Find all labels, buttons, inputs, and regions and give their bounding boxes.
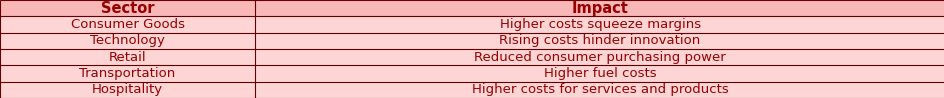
Bar	[0, 0, 255, 16]
Bar	[0, 16, 255, 33]
Text: Higher costs for services and products: Higher costs for services and products	[471, 83, 728, 96]
Text: Rising costs hinder innovation: Rising costs hinder innovation	[499, 34, 700, 47]
Text: Higher fuel costs: Higher fuel costs	[543, 67, 656, 80]
Text: Retail: Retail	[109, 51, 146, 64]
Bar	[0, 33, 255, 49]
Bar	[255, 16, 944, 33]
Text: Consumer Goods: Consumer Goods	[71, 18, 184, 31]
Bar	[255, 82, 944, 98]
Text: Transportation: Transportation	[79, 67, 176, 80]
Bar	[255, 49, 944, 65]
Text: Impact: Impact	[571, 1, 628, 16]
Bar	[255, 33, 944, 49]
Bar	[0, 65, 255, 82]
Text: Technology: Technology	[90, 34, 165, 47]
Bar	[0, 82, 255, 98]
Text: Hospitality: Hospitality	[92, 83, 163, 96]
Bar	[255, 65, 944, 82]
Text: Sector: Sector	[101, 1, 154, 16]
Bar	[0, 49, 255, 65]
Text: Reduced consumer purchasing power: Reduced consumer purchasing power	[474, 51, 725, 64]
Bar	[255, 0, 944, 16]
Text: Higher costs squeeze margins: Higher costs squeeze margins	[499, 18, 700, 31]
